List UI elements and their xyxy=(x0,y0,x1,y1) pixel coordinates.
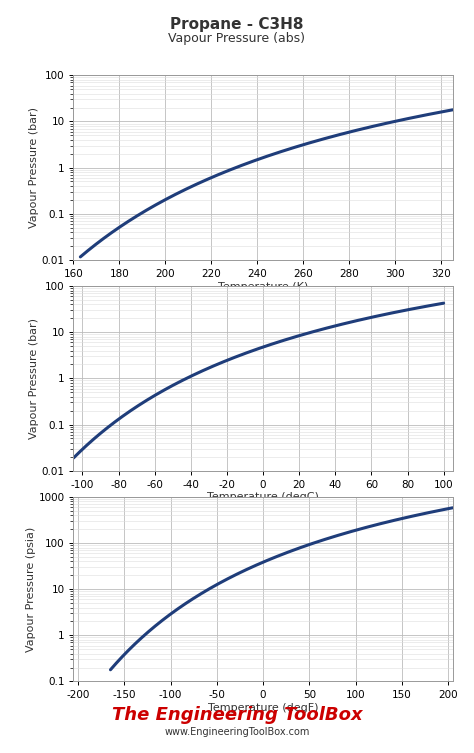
X-axis label: Temperature (K): Temperature (K) xyxy=(218,282,308,291)
Y-axis label: Vapour Pressure (bar): Vapour Pressure (bar) xyxy=(28,107,39,228)
Text: Propane - C3H8: Propane - C3H8 xyxy=(170,17,304,32)
X-axis label: Temperature (degF): Temperature (degF) xyxy=(208,703,319,713)
Y-axis label: Vapour Pressure (bar): Vapour Pressure (bar) xyxy=(28,318,39,439)
Text: The Engineering ToolBox: The Engineering ToolBox xyxy=(112,706,362,724)
Text: www.EngineeringToolBox.com: www.EngineeringToolBox.com xyxy=(164,727,310,737)
Y-axis label: Vapour Pressure (psia): Vapour Pressure (psia) xyxy=(26,526,36,652)
X-axis label: Temperature (degC): Temperature (degC) xyxy=(207,492,319,502)
Text: Vapour Pressure (abs): Vapour Pressure (abs) xyxy=(168,32,306,44)
